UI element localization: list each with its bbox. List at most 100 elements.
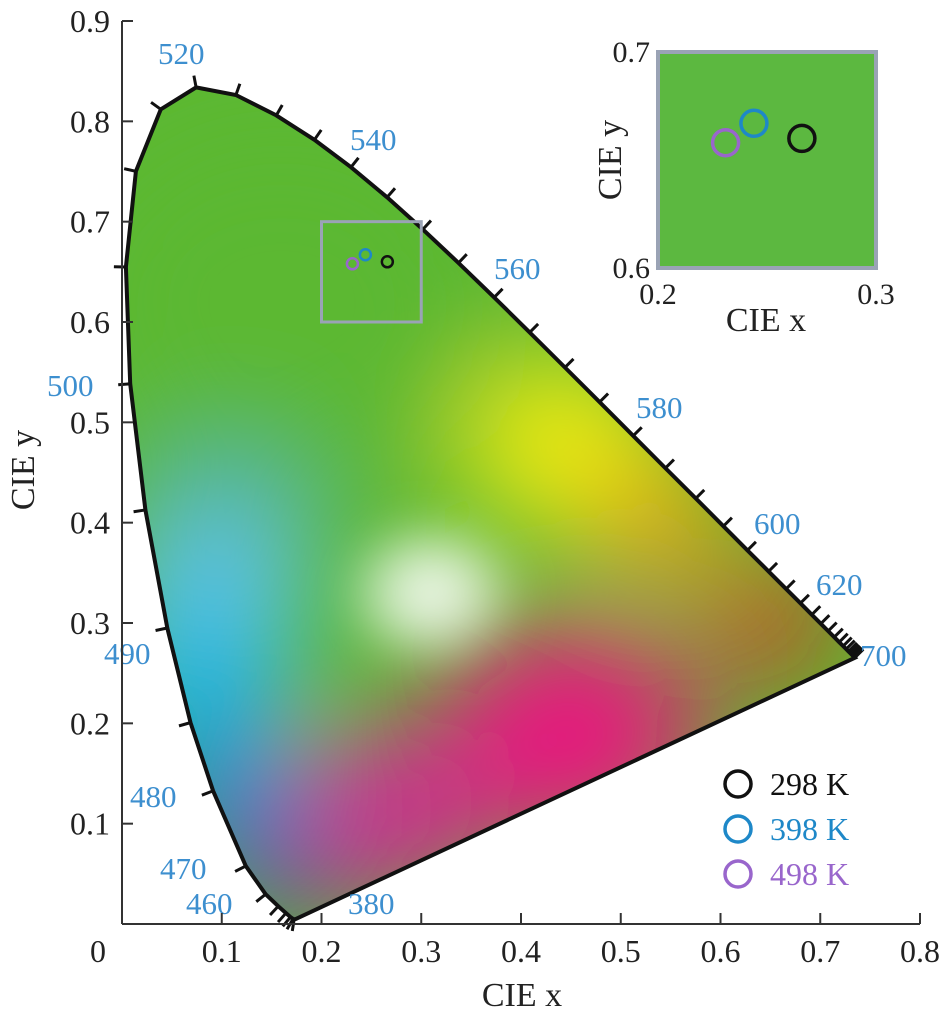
inset-plot-area xyxy=(656,50,878,270)
wavelength-tick xyxy=(528,322,540,334)
legend-label: 498 K xyxy=(770,856,849,892)
wavelength-ticks xyxy=(113,75,865,932)
wavelength-tick xyxy=(722,516,733,528)
gamut-color-wash xyxy=(710,571,831,675)
wavelength-label: 520 xyxy=(158,36,205,71)
legend-marker xyxy=(723,859,753,889)
wavelength-label: 500 xyxy=(47,368,94,403)
wavelength-tick xyxy=(201,789,214,797)
gamut-color-wash xyxy=(125,606,292,760)
wavelength-tick xyxy=(386,187,397,199)
wavelength-tick xyxy=(767,561,779,573)
wavelength-tick xyxy=(234,864,247,873)
y-tick-label: 0.7 xyxy=(70,204,110,240)
wavelength-tick xyxy=(563,357,575,369)
wavelength-label: 480 xyxy=(130,779,177,814)
wavelength-label: 600 xyxy=(754,506,801,541)
wavelength-tick xyxy=(746,540,757,552)
wavelength-tick xyxy=(598,392,610,404)
wavelength-tick xyxy=(268,905,280,917)
x-tick-label: 0.7 xyxy=(800,933,840,969)
wavelength-tick xyxy=(827,621,838,633)
inset-y-axis-title: CIE y xyxy=(592,120,629,200)
wavelength-tick xyxy=(457,253,468,264)
legend: 298 K 398 K 498 K xyxy=(723,766,849,892)
inset-data-points xyxy=(710,108,817,158)
wavelength-tick xyxy=(847,641,859,653)
y-tick-label: 0.9 xyxy=(70,3,110,39)
data-point xyxy=(380,255,395,269)
wavelength-tick xyxy=(155,626,168,632)
wavelength-tick xyxy=(849,643,860,655)
inset-y-tick-label: 0.6 xyxy=(613,252,651,285)
x-tick-label: 0.3 xyxy=(401,933,441,969)
y-axis-title: CIE y xyxy=(5,430,42,510)
wavelength-tick xyxy=(234,83,242,96)
white-point-glow xyxy=(336,512,527,673)
x-tick-label: 0.2 xyxy=(302,933,342,969)
inset-data-point xyxy=(710,127,741,158)
data-point xyxy=(358,248,373,262)
inset-zoom-panel: 0.2 0.3 0.6 0.7 CIE x CIE y xyxy=(592,36,895,339)
wavelength-tick xyxy=(694,488,706,500)
wavelength-tick xyxy=(853,648,865,659)
inset-y-tick-label: 0.7 xyxy=(613,36,651,69)
wavelength-tick xyxy=(833,627,844,639)
legend-label: 398 K xyxy=(770,811,849,847)
wavelength-tick xyxy=(819,614,831,625)
wavelength-label: 470 xyxy=(160,851,207,886)
inset-x-axis-title: CIE x xyxy=(726,302,806,339)
wavelength-label: 460 xyxy=(186,886,233,921)
wavelength-tick xyxy=(785,579,796,590)
wavelength-tick xyxy=(493,287,504,299)
wavelength-tick xyxy=(838,632,849,644)
legend-marker xyxy=(723,769,753,799)
x-tick-label: 0.6 xyxy=(701,933,741,969)
inset-data-point xyxy=(739,108,769,139)
x-axis-title: CIE x xyxy=(482,977,562,1014)
wavelength-tick xyxy=(290,918,296,932)
y-tick-label: 0.3 xyxy=(70,605,110,641)
inset-tick-labels: 0.2 0.3 0.6 0.7 xyxy=(613,36,895,311)
x-tick-label: 0.4 xyxy=(501,933,541,969)
legend-label: 298 K xyxy=(770,766,849,802)
wavelength-tick xyxy=(313,129,323,141)
wavelength-tick xyxy=(799,593,810,605)
wavelength-label: 580 xyxy=(636,390,683,425)
gamut-color-wash xyxy=(590,462,731,583)
x-tick-label: 0.1 xyxy=(202,933,242,969)
y-tick-label: 0.5 xyxy=(70,404,110,440)
inset-x-tick-label: 0.2 xyxy=(639,278,677,311)
zoom-region-box xyxy=(320,220,423,324)
wavelength-label: 700 xyxy=(860,638,907,673)
x-tick-label: 0 xyxy=(90,933,106,969)
wavelength-tick xyxy=(275,104,284,117)
wavelength-tick xyxy=(118,382,131,387)
y-tick-label: 0.6 xyxy=(70,304,110,340)
wavelength-tick xyxy=(845,639,856,651)
wavelength-tick xyxy=(178,721,191,728)
wavelength-tick xyxy=(255,893,267,903)
axes: 0 0.1 0.2 0.3 0.4 0.5 0.6 0.7 0.8 0.1 0.2 0.3 0.4 0.… xyxy=(5,3,940,1014)
inset-x-tick-label: 0.3 xyxy=(857,278,895,311)
wavelength-label: 540 xyxy=(350,122,397,157)
wavelength-tick xyxy=(150,101,162,111)
wavelength-label: 490 xyxy=(104,636,151,671)
wavelength-tick xyxy=(810,605,822,616)
data-point xyxy=(345,257,360,271)
wavelength-label: 560 xyxy=(494,251,541,286)
wavelength-label: 380 xyxy=(348,886,395,921)
gamut-color-wash xyxy=(125,131,482,473)
wavelength-tick xyxy=(632,426,643,437)
x-tick-label: 0.5 xyxy=(601,933,641,969)
wavelength-tick xyxy=(349,156,360,169)
x-tick-label: 0.8 xyxy=(900,933,940,969)
legend-marker xyxy=(723,814,753,844)
wavelength-tick xyxy=(664,458,675,470)
y-tick-label: 0.1 xyxy=(70,806,110,842)
data-points xyxy=(345,248,395,271)
x-axis-ticks: 0 0.1 0.2 0.3 0.4 0.5 0.6 0.7 0.8 xyxy=(90,913,940,969)
y-tick-label: 0.8 xyxy=(70,103,110,139)
